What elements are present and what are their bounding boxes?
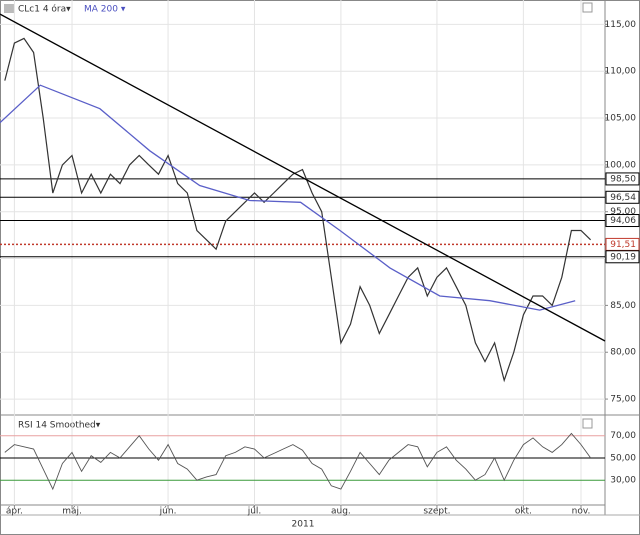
x-tick-label: szept. bbox=[423, 507, 450, 517]
level-label: 94,06 bbox=[610, 216, 636, 226]
rsi-tick-label: 50,00 bbox=[610, 453, 636, 463]
rsi-line bbox=[4, 432, 591, 491]
level-label: 96,54 bbox=[610, 193, 636, 203]
level-label: 98,50 bbox=[610, 174, 636, 184]
level-tag bbox=[605, 172, 640, 186]
x-tick-label: jún. bbox=[159, 507, 177, 517]
rsi-tick-label: 70,00 bbox=[610, 431, 636, 441]
y-tick-label: 100,00 bbox=[605, 160, 637, 170]
level-label: 90,19 bbox=[610, 252, 636, 262]
indicator-label: MA 200 ▾ bbox=[84, 5, 126, 15]
y-tick-label: 115,00 bbox=[605, 20, 637, 30]
series-line bbox=[4, 37, 592, 383]
level-tag bbox=[605, 250, 640, 264]
y-tick-label: 80,00 bbox=[610, 348, 636, 358]
y-tick-label: 110,00 bbox=[605, 67, 637, 77]
y-tick-label: 85,00 bbox=[610, 301, 636, 311]
year-label: 2011 bbox=[292, 520, 315, 530]
icon bbox=[4, 4, 14, 13]
x-tick-label: júl. bbox=[247, 507, 262, 517]
level-tag bbox=[605, 190, 640, 204]
y-tick-label: 95,00 bbox=[610, 207, 636, 217]
series-line bbox=[0, 13, 606, 342]
level-label: 91,51 bbox=[610, 240, 636, 250]
level-tag bbox=[605, 214, 640, 228]
x-tick-label: nov. bbox=[572, 507, 591, 517]
rsi-title: RSI 14 Smoothed▾ bbox=[18, 421, 101, 431]
x-tick-label: aug. bbox=[331, 507, 351, 517]
x-tick-label: okt. bbox=[515, 507, 532, 517]
series-line bbox=[0, 84, 576, 311]
y-tick-label: 105,00 bbox=[605, 114, 637, 124]
window-button[interactable] bbox=[582, 418, 593, 429]
chart-title: CLc1 4 óra▾ bbox=[18, 4, 71, 15]
window-button[interactable] bbox=[582, 2, 593, 13]
y-tick-label: 75,00 bbox=[610, 395, 636, 405]
rsi-tick-label: 30,00 bbox=[610, 476, 636, 486]
x-tick-label: ápr. bbox=[6, 507, 23, 517]
x-tick-label: máj. bbox=[62, 507, 82, 517]
